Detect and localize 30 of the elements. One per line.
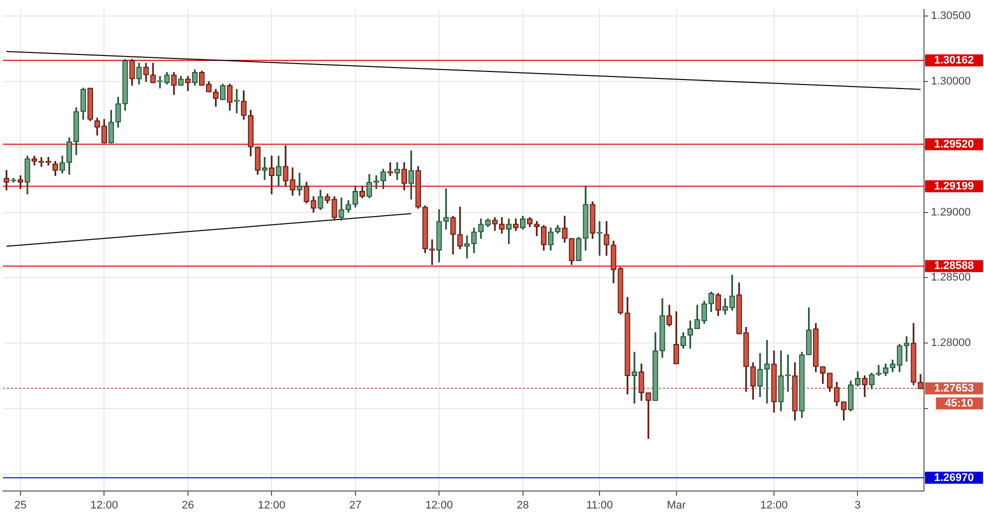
x-tick-label: 12:00: [258, 499, 286, 512]
x-tick-label: 12:00: [425, 499, 453, 512]
x-tick-label: 12:00: [760, 499, 788, 512]
candlestick: [157, 76, 163, 88]
x-tick-label: 11:00: [586, 499, 613, 512]
candlestick: [764, 340, 770, 404]
ref-line-label: 1.30162: [934, 54, 974, 66]
candlestick: [296, 172, 302, 196]
candlestick: [443, 188, 449, 230]
y-tick-label: 1.29000: [931, 206, 971, 218]
candlestick: [904, 336, 910, 362]
y-tick-label: 1.30500: [931, 10, 971, 22]
text: 45:10: [944, 397, 974, 410]
ref-line-label: 1.29520: [934, 138, 974, 150]
ref-line-label: 1.26970: [934, 472, 974, 484]
y-tick-label: 1.28000: [931, 337, 971, 350]
candlestick: [4, 170, 10, 190]
candlestick: [632, 352, 638, 404]
x-tick-label: 12:00: [90, 499, 118, 512]
ref-line-label: 1.28588: [934, 260, 974, 272]
ref-line-label: 1.27653: [934, 382, 974, 394]
y-tick-label: 1.28500: [931, 272, 971, 284]
x-tick-label: 28: [516, 499, 529, 512]
x-tick-label: 27: [349, 499, 362, 512]
x-tick-label: 25: [14, 499, 27, 512]
x-tick-label: Mar: [666, 499, 686, 512]
y-tick-label: 1.30000: [931, 76, 971, 88]
x-tick-label: 3: [854, 499, 861, 512]
ref-line-label: 1.29199: [934, 180, 974, 192]
x-tick-label: 26: [182, 499, 194, 512]
